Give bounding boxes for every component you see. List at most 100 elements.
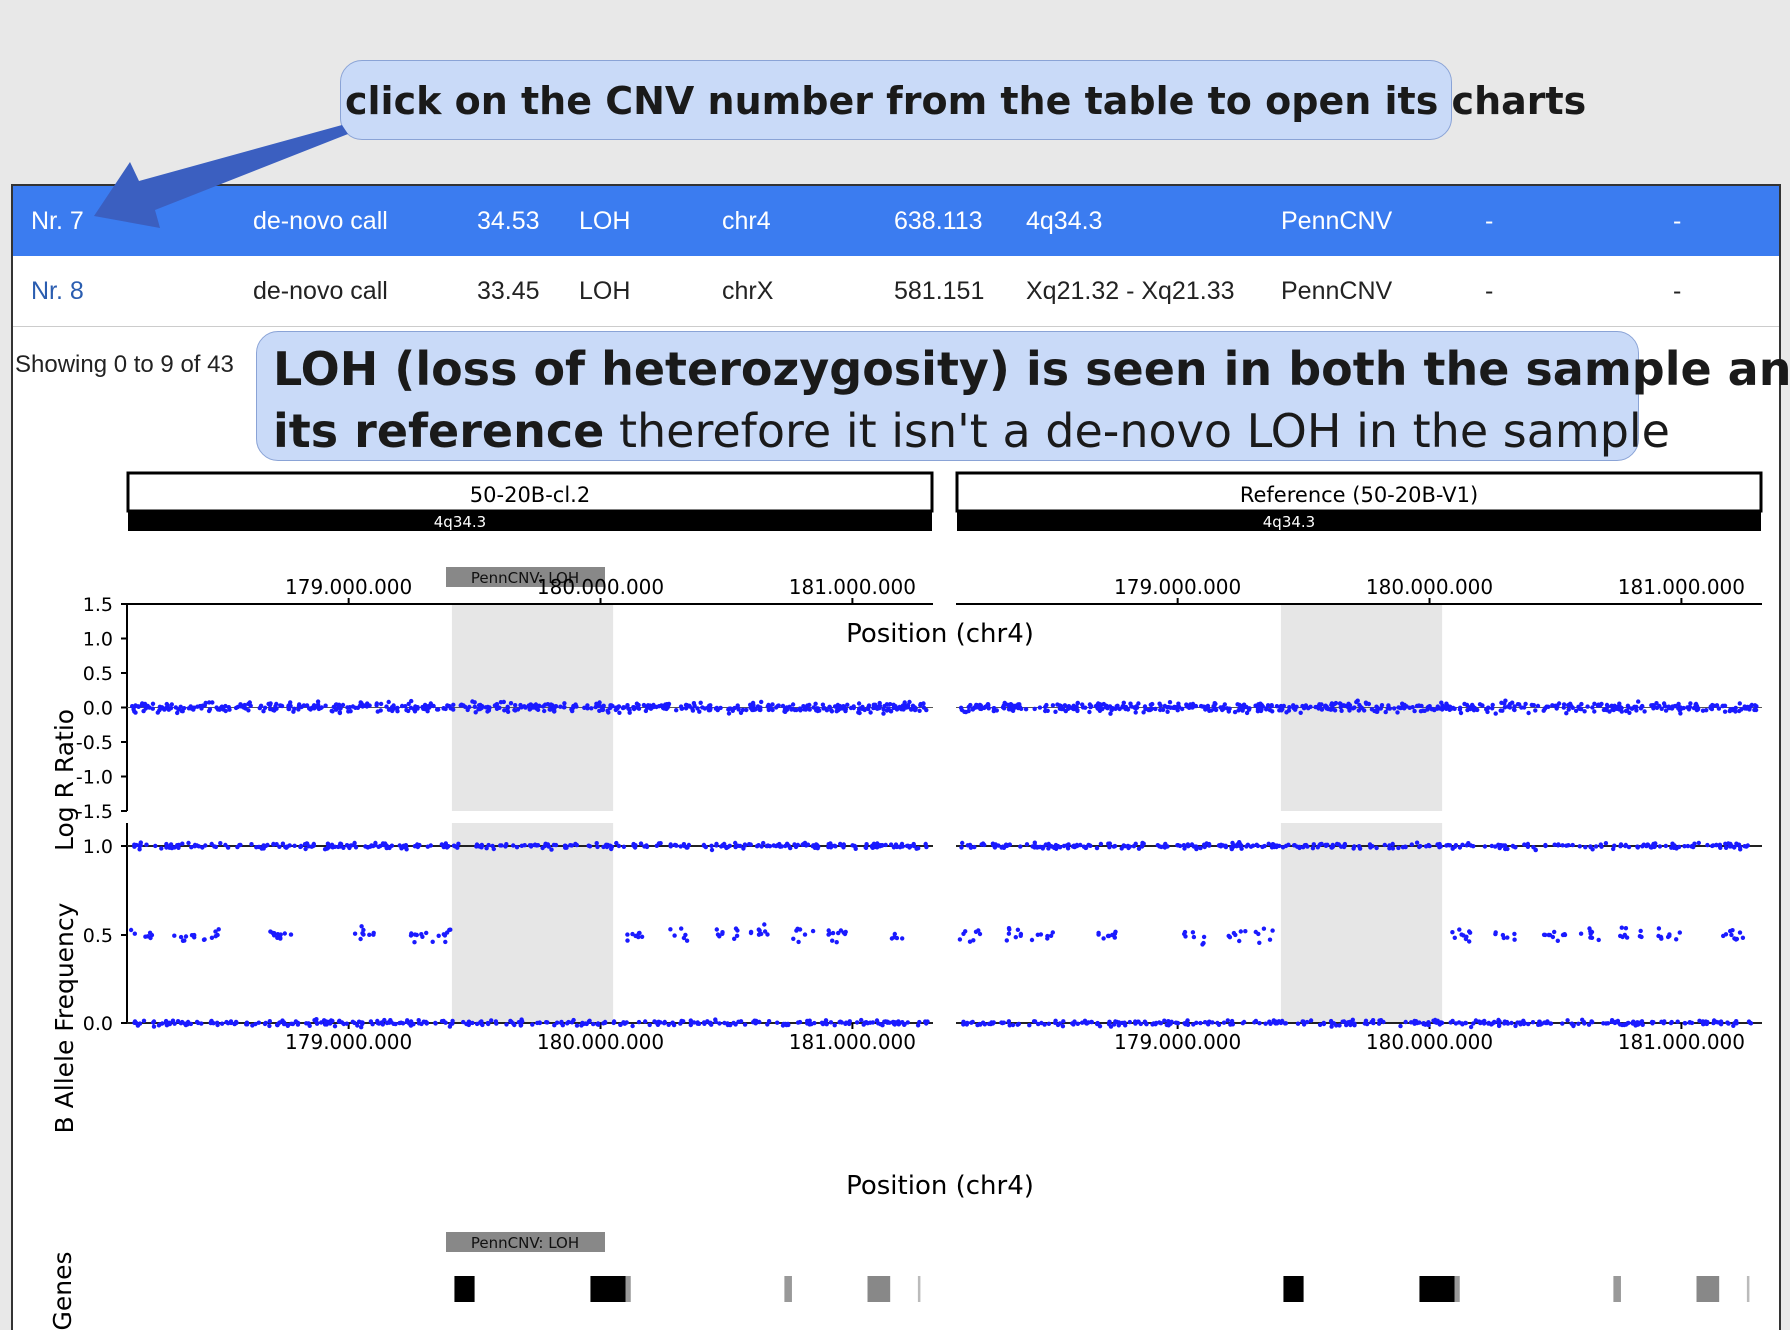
baf-point <box>847 1021 852 1027</box>
baf-point <box>979 842 984 847</box>
baf-point <box>569 1020 575 1025</box>
x-tick-label: 180.000.000 <box>537 575 664 599</box>
baf-point <box>1548 1021 1554 1026</box>
baf-point <box>499 843 504 848</box>
baf-point <box>132 931 137 936</box>
explanation-callout: LOH (loss of heterozygosity) is seen in … <box>256 331 1790 461</box>
baf-point <box>725 1022 730 1028</box>
baf-point <box>971 938 976 943</box>
baf-point <box>1619 925 1625 930</box>
baf-point <box>363 844 368 849</box>
baf-point <box>157 1022 162 1027</box>
lrr-point <box>1577 706 1582 711</box>
baf-point <box>842 931 848 937</box>
baf-point <box>1495 1019 1501 1025</box>
baf-point <box>810 928 816 934</box>
lrr-point <box>1462 701 1467 707</box>
baf-point <box>1252 1020 1257 1025</box>
table-row[interactable]: Nr. 8 de-novo call 33.45 LOH chrX 581.15… <box>13 256 1779 327</box>
baf-point <box>1098 841 1104 847</box>
baf-point <box>854 1020 860 1025</box>
baf-point <box>1126 845 1131 851</box>
baf-point <box>1521 1020 1526 1025</box>
baf-point <box>1560 1021 1565 1026</box>
lrr-point <box>1274 704 1280 709</box>
baf-point <box>1243 929 1248 934</box>
baf-point <box>797 1019 803 1025</box>
baf-point <box>1225 1018 1231 1023</box>
baf-point <box>1263 1021 1268 1026</box>
baf-point <box>508 1018 513 1024</box>
baf-point <box>701 843 707 848</box>
lrr-point <box>1465 707 1470 713</box>
explanation-bold-line2: its reference <box>273 404 605 458</box>
baf-point <box>609 846 614 852</box>
baf-point <box>1471 1021 1476 1026</box>
lrr-point <box>133 710 138 715</box>
lrr-point <box>1661 701 1667 706</box>
cnv-number-link[interactable]: Nr. 7 <box>31 207 84 235</box>
lrr-point <box>1359 705 1365 711</box>
baf-point <box>870 843 875 848</box>
lrr-point <box>1582 709 1587 714</box>
baf-point <box>1555 938 1561 943</box>
lrr-point <box>1416 703 1422 708</box>
lrr-point <box>1339 708 1344 713</box>
baf-point <box>1740 935 1746 940</box>
lrr-point <box>608 703 613 708</box>
lrr-point <box>492 703 498 708</box>
lrr-point <box>1592 701 1597 706</box>
cnv-number-link[interactable]: Nr. 8 <box>31 277 84 305</box>
lrr-point <box>1125 707 1131 712</box>
baf-point <box>1032 845 1037 850</box>
lrr-point <box>775 703 781 709</box>
baf-point <box>1496 843 1502 848</box>
baf-point <box>765 843 771 848</box>
x-axis-title-bottom: Position (chr4) <box>846 1171 1034 1201</box>
lrr-point <box>1554 703 1560 708</box>
baf-point <box>346 843 351 849</box>
baf-point <box>861 1022 866 1027</box>
baf-point <box>972 844 977 850</box>
lrr-point <box>1269 703 1274 708</box>
lrr-point <box>210 700 215 705</box>
baf-point <box>430 939 435 944</box>
baf-point <box>1467 939 1472 944</box>
baf-point <box>443 1020 448 1025</box>
baf-point <box>424 930 429 936</box>
baf-point <box>837 1020 842 1025</box>
lrr-point <box>304 703 310 708</box>
baf-point <box>1200 942 1205 947</box>
baf-point <box>219 1021 225 1026</box>
baf-point <box>1270 928 1275 933</box>
baf-point <box>761 840 766 846</box>
baf-point <box>1342 841 1348 847</box>
chromosome-cell: chr4 <box>722 207 771 235</box>
baf-point <box>1486 1020 1492 1026</box>
baf-point <box>1682 844 1687 849</box>
baf-point <box>733 926 739 931</box>
baf-point <box>905 1020 910 1025</box>
gene-block <box>590 1276 626 1302</box>
baf-point <box>1603 841 1609 846</box>
baf-point <box>1048 843 1053 848</box>
baf-point <box>282 1020 287 1026</box>
baf-point <box>551 842 557 848</box>
lrr-point <box>1500 708 1505 713</box>
lrr-point <box>1630 706 1635 711</box>
lrr-point <box>1727 708 1733 714</box>
baf-point <box>328 1018 334 1023</box>
x-axis-title-top: Position (chr4) <box>846 619 1034 649</box>
lrr-point <box>391 703 396 708</box>
baf-point <box>1182 846 1187 851</box>
baf-point <box>278 936 283 941</box>
baf-point <box>1723 845 1729 850</box>
baf-point <box>451 843 457 848</box>
lrr-point <box>702 706 707 711</box>
baf-point <box>1181 843 1187 848</box>
baf-point <box>686 842 692 848</box>
baf-point <box>1112 931 1118 936</box>
lrr-point <box>1642 709 1647 714</box>
lrr-point <box>643 708 649 714</box>
baf-point <box>843 1021 848 1026</box>
